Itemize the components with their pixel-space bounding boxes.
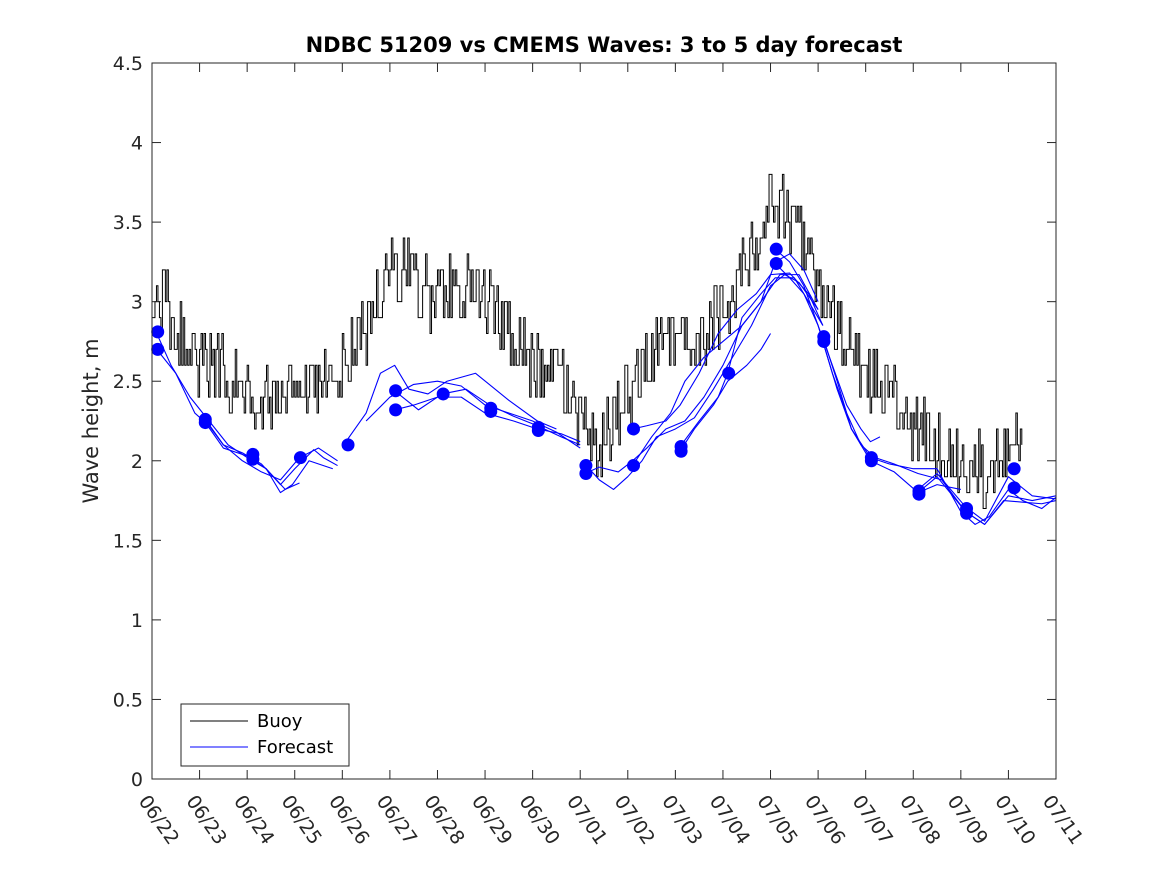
forecast-marker-21 — [674, 444, 688, 458]
forecast-marker-22 — [722, 366, 736, 380]
y-tick-label-9: 4.5 — [113, 53, 143, 75]
forecast-marker-17 — [579, 467, 593, 481]
buoy-series-line — [152, 173, 1023, 510]
forecast-marker-30 — [912, 487, 926, 501]
forecast-marker-4 — [198, 416, 212, 430]
plot-area: 00.511.522.533.544.506/2206/2306/2406/25… — [113, 53, 1088, 849]
y-axis-label: Wave height, m — [79, 338, 103, 503]
forecast-marker-28 — [864, 454, 878, 468]
forecast-marker-13 — [484, 404, 498, 418]
legend-label-forecast: Forecast — [257, 737, 333, 758]
chart-title: NDBC 51209 vs CMEMS Waves: 3 to 5 day fo… — [306, 33, 903, 57]
forecast-line-19 — [917, 476, 1057, 525]
forecast-marker-23 — [769, 242, 783, 256]
y-tick-label-8: 4 — [131, 133, 143, 155]
y-tick-label-2: 1 — [131, 610, 143, 632]
forecast-marker-15 — [531, 424, 545, 438]
forecast-line-20 — [917, 472, 1057, 522]
forecast-marker-2 — [151, 342, 165, 356]
y-tick-label-7: 3.5 — [113, 212, 143, 234]
forecast-marker-1 — [151, 325, 165, 339]
forecast-marker-9 — [389, 384, 403, 398]
forecast-marker-24 — [769, 256, 783, 270]
forecast-line-10 — [584, 274, 819, 475]
forecast-marker-32 — [960, 506, 974, 520]
forecast-marker-34 — [1007, 481, 1021, 495]
forecast-marker-18 — [627, 422, 640, 436]
forecast-marker-11 — [436, 387, 450, 401]
y-tick-label-0: 0 — [131, 769, 143, 791]
forecast-marker-26 — [817, 334, 831, 348]
axes-frame — [151, 62, 1057, 780]
forecast-marker-7 — [293, 451, 307, 465]
legend: Buoy Forecast — [180, 703, 350, 767]
forecast-line-14 — [679, 277, 824, 447]
forecast-line-16 — [774, 263, 1057, 525]
legend-label-buoy: Buoy — [257, 711, 303, 732]
forecast-line-5 — [346, 364, 557, 441]
y-tick-label-5: 2.5 — [113, 371, 143, 393]
forecast-line-4 — [203, 420, 333, 494]
forecast-line-13 — [679, 333, 772, 452]
forecast-marker-6 — [246, 452, 260, 466]
y-tick-label-1: 0.5 — [113, 689, 143, 711]
y-tick-label-4: 2 — [131, 451, 143, 473]
forecast-marker-33 — [1007, 462, 1021, 476]
forecast-marker-10 — [389, 403, 403, 417]
y-tick-label-3: 1.5 — [113, 530, 143, 552]
forecast-line-12 — [632, 253, 819, 466]
forecast-line-18 — [822, 341, 961, 494]
forecast-marker-19 — [627, 459, 640, 473]
y-tick-label-6: 3 — [131, 292, 143, 314]
forecast-marker-8 — [341, 438, 355, 452]
legend-box — [180, 703, 350, 767]
forecast-line-11 — [632, 272, 824, 430]
